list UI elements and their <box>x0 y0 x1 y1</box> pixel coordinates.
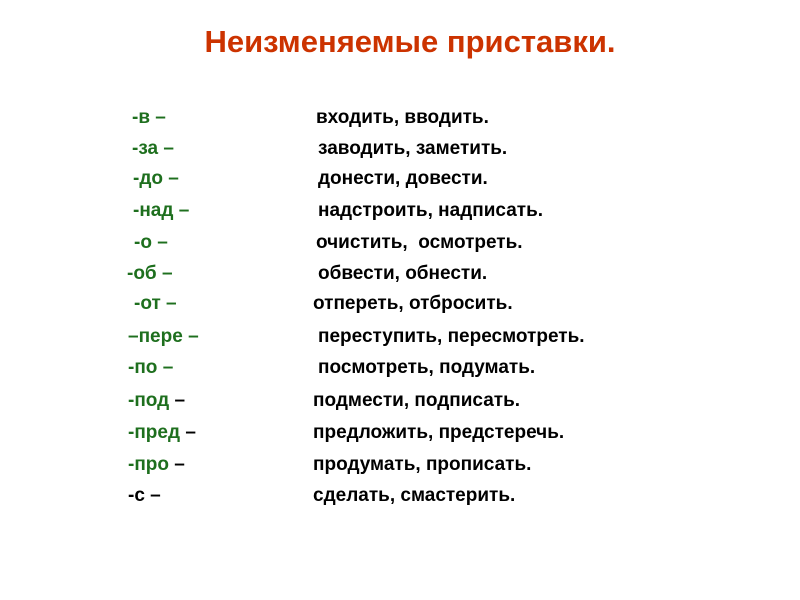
prefix-label: –пере – <box>128 326 199 348</box>
prefix-text: –пере <box>128 326 183 347</box>
prefix-row: -под – подмести, подписать. <box>0 390 800 420</box>
prefix-row: -о – очистить, осмотреть. <box>0 232 800 262</box>
example-words: заводить, заметить. <box>318 138 508 159</box>
prefix-text: -о <box>134 232 152 253</box>
example-words: посмотреть, подумать. <box>318 357 536 378</box>
example-words: надстроить, надписать. <box>318 200 544 221</box>
prefix-text: -об <box>127 263 157 284</box>
prefix-label: -об – <box>127 263 173 285</box>
prefix-row: -в – входить, вводить. <box>0 107 800 137</box>
prefix-text: -от <box>134 293 161 314</box>
prefix-label: -пред – <box>128 422 196 444</box>
prefix-text: -по <box>128 357 158 378</box>
prefix-text: -пред <box>128 422 181 443</box>
example-words: сделать, смастерить. <box>313 485 516 506</box>
dash: – <box>157 357 174 378</box>
example-words: донести, довести. <box>318 168 488 189</box>
example-words: предложить, предстеречь. <box>313 422 565 443</box>
prefix-text: -в <box>132 107 151 128</box>
prefix-label: -о – <box>134 232 168 254</box>
prefix-row: –пере – переступить, пересмотреть. <box>0 326 800 356</box>
prefix-row: -над – надстроить, надписать. <box>0 200 800 230</box>
prefix-label: -по – <box>128 357 173 379</box>
prefix-text: -под <box>128 390 170 411</box>
prefix-row: -пред – предложить, предстеречь. <box>0 422 800 452</box>
dash: – <box>169 390 186 411</box>
prefix-row: -за – заводить, заметить. <box>0 138 800 168</box>
prefix-text: -про <box>128 454 170 475</box>
prefix-label: -за – <box>132 138 174 160</box>
example-words: продумать, прописать. <box>313 454 532 475</box>
prefix-row: -по – посмотреть, подумать. <box>0 357 800 387</box>
dash: – <box>150 107 166 128</box>
prefix-row: -с – сделать, смастерить. <box>0 485 800 515</box>
prefix-label: -в – <box>132 107 166 129</box>
dash: – <box>182 326 199 347</box>
dash: – <box>156 263 173 284</box>
slide-title: Неизменяемые приставки. <box>204 24 616 59</box>
dash: – <box>144 485 161 506</box>
prefix-row: -от – отпереть, отбросить. <box>0 293 800 323</box>
example-words: подмести, подписать. <box>313 390 521 411</box>
dash: – <box>180 422 196 443</box>
dash: – <box>163 168 179 189</box>
dash: – <box>151 232 168 253</box>
dash: – <box>173 200 190 221</box>
example-words: переступить, пересмотреть. <box>318 326 585 347</box>
example-words: обвести, обнести. <box>318 263 488 284</box>
dash: – <box>158 138 174 159</box>
dash: – <box>160 293 177 314</box>
prefix-row: -про – продумать, прописать. <box>0 454 800 484</box>
example-words: отпереть, отбросить. <box>313 293 513 314</box>
example-words: очистить, осмотреть. <box>316 232 523 253</box>
prefix-label: -под – <box>128 390 185 412</box>
prefix-label: -с – <box>128 485 161 507</box>
prefix-row: -до – донести, довести. <box>0 168 800 198</box>
prefix-text: -за <box>132 138 159 159</box>
example-words: входить, вводить. <box>316 107 489 128</box>
prefix-label: -про – <box>128 454 185 476</box>
prefix-label: -до – <box>133 168 179 190</box>
prefix-text: -с <box>128 485 145 506</box>
prefix-text: -над <box>133 200 174 221</box>
prefix-text: -до <box>133 168 163 189</box>
dash: – <box>169 454 185 475</box>
prefix-row: -об – обвести, обнести. <box>0 263 800 293</box>
prefix-label: -над – <box>133 200 189 222</box>
prefix-label: -от – <box>134 293 177 315</box>
